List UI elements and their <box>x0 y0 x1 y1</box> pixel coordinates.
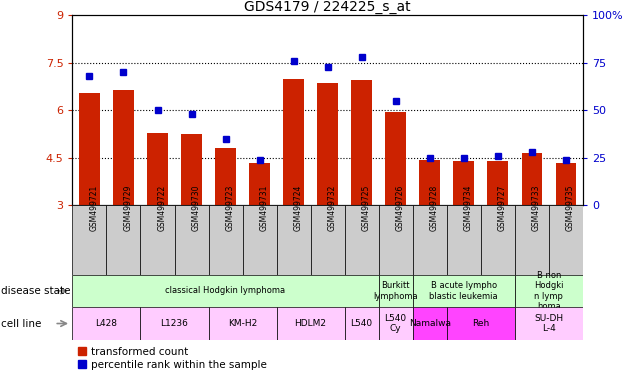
Text: GSM499721: GSM499721 <box>89 184 98 231</box>
Text: GSM499730: GSM499730 <box>192 184 200 231</box>
Text: L1236: L1236 <box>161 319 188 328</box>
Text: classical Hodgkin lymphoma: classical Hodgkin lymphoma <box>166 286 285 295</box>
Bar <box>72 307 140 340</box>
Bar <box>386 112 406 205</box>
Bar <box>379 275 413 307</box>
Bar <box>140 307 209 340</box>
Bar <box>249 163 270 205</box>
Text: GSM499729: GSM499729 <box>123 184 132 231</box>
Bar <box>420 159 440 205</box>
Bar <box>413 205 447 275</box>
Bar <box>352 80 372 205</box>
Bar <box>515 205 549 275</box>
Bar <box>556 163 576 205</box>
Bar <box>413 275 515 307</box>
Text: GSM499735: GSM499735 <box>566 184 575 231</box>
Bar <box>549 205 583 275</box>
Bar <box>140 205 175 275</box>
Title: GDS4179 / 224225_s_at: GDS4179 / 224225_s_at <box>244 0 411 14</box>
Bar <box>277 307 345 340</box>
Bar <box>318 83 338 205</box>
Bar <box>447 205 481 275</box>
Text: SU-DH
L-4: SU-DH L-4 <box>534 314 563 333</box>
Bar <box>79 93 100 205</box>
Text: cell line: cell line <box>1 318 42 329</box>
Text: L540: L540 <box>350 319 373 328</box>
Text: Namalwa: Namalwa <box>409 319 450 328</box>
Text: GSM499727: GSM499727 <box>498 184 507 231</box>
Bar <box>106 205 140 275</box>
Text: GSM499728: GSM499728 <box>430 184 438 231</box>
Bar <box>447 307 515 340</box>
Bar <box>113 90 134 205</box>
Bar <box>522 153 542 205</box>
Text: GSM499724: GSM499724 <box>294 184 302 231</box>
Bar <box>379 307 413 340</box>
Text: Reh: Reh <box>472 319 490 328</box>
Bar <box>147 132 168 205</box>
Bar <box>175 205 209 275</box>
Bar <box>454 161 474 205</box>
Text: GSM499723: GSM499723 <box>226 184 234 231</box>
Text: HDLM2: HDLM2 <box>295 319 326 328</box>
Bar <box>488 161 508 205</box>
Text: L428: L428 <box>96 319 117 328</box>
Bar <box>515 307 583 340</box>
Text: GSM499731: GSM499731 <box>260 184 268 231</box>
Text: disease state: disease state <box>1 286 71 296</box>
Text: GSM499726: GSM499726 <box>396 184 404 231</box>
Bar <box>209 307 277 340</box>
Bar <box>481 205 515 275</box>
Bar <box>515 275 583 307</box>
Text: Burkitt
lymphoma: Burkitt lymphoma <box>374 281 418 301</box>
Bar <box>277 205 311 275</box>
Text: GSM499732: GSM499732 <box>328 184 336 231</box>
Text: L540
Cy: L540 Cy <box>384 314 407 333</box>
Text: GSM499722: GSM499722 <box>158 184 166 231</box>
Bar <box>345 205 379 275</box>
Bar <box>243 205 277 275</box>
Bar <box>311 205 345 275</box>
Bar <box>181 134 202 205</box>
Bar <box>215 149 236 205</box>
Text: GSM499725: GSM499725 <box>362 184 370 231</box>
Text: B non
Hodgki
n lymp
homa: B non Hodgki n lymp homa <box>534 271 563 311</box>
Text: GSM499733: GSM499733 <box>532 184 541 231</box>
Bar <box>345 307 379 340</box>
Bar <box>209 205 243 275</box>
Bar <box>72 205 106 275</box>
Text: GSM499734: GSM499734 <box>464 184 472 231</box>
Legend: transformed count, percentile rank within the sample: transformed count, percentile rank withi… <box>77 347 267 370</box>
Text: B acute lympho
blastic leukemia: B acute lympho blastic leukemia <box>430 281 498 301</box>
Text: KM-H2: KM-H2 <box>228 319 257 328</box>
Bar <box>379 205 413 275</box>
Bar <box>413 307 447 340</box>
Bar <box>72 275 379 307</box>
Bar <box>284 79 304 205</box>
